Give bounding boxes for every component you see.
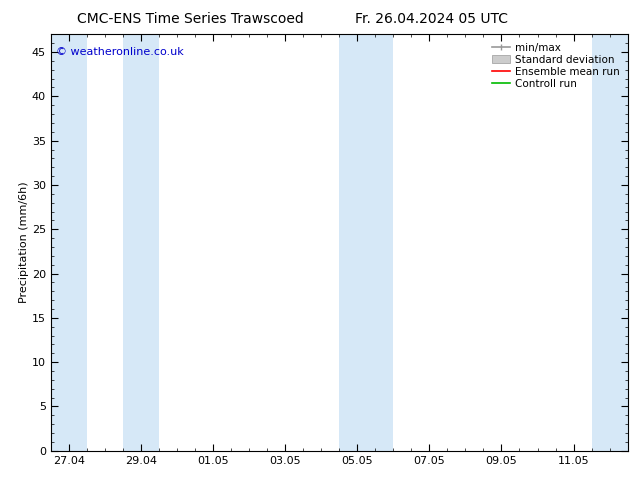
- Bar: [51, 34, 87, 451]
- Text: Fr. 26.04.2024 05 UTC: Fr. 26.04.2024 05 UTC: [354, 12, 508, 26]
- Bar: [339, 34, 393, 451]
- Bar: [592, 34, 628, 451]
- Text: © weatheronline.co.uk: © weatheronline.co.uk: [56, 47, 184, 57]
- Legend: min/max, Standard deviation, Ensemble mean run, Controll run: min/max, Standard deviation, Ensemble me…: [489, 40, 623, 92]
- Text: CMC-ENS Time Series Trawscoed: CMC-ENS Time Series Trawscoed: [77, 12, 304, 26]
- Y-axis label: Precipitation (mm/6h): Precipitation (mm/6h): [19, 182, 29, 303]
- Bar: [123, 34, 159, 451]
